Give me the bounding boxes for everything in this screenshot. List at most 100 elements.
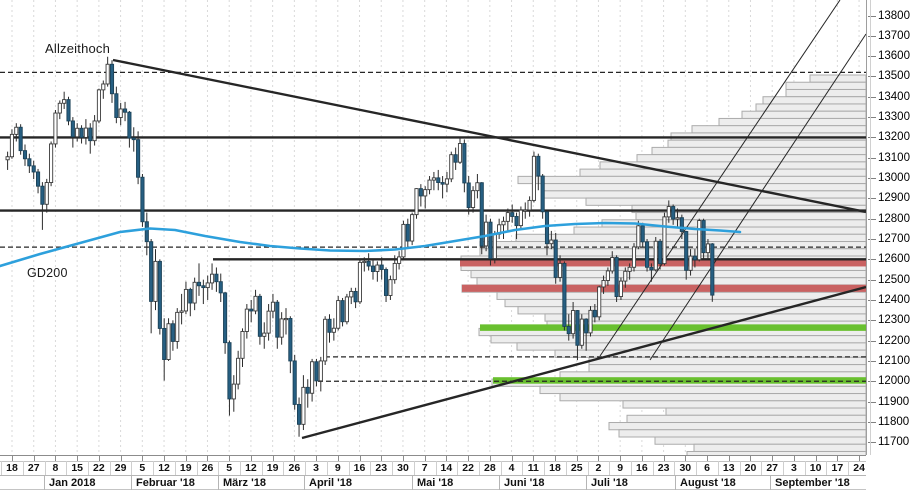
day-label: 18 (6, 462, 18, 474)
candlestick (201, 279, 206, 305)
price-tick-label: 11700 (878, 436, 910, 449)
profile-bar (686, 450, 866, 455)
day-label: 17 (831, 462, 844, 474)
month-label: September '18 (775, 477, 850, 489)
candlestick (257, 293, 262, 345)
candlestick (627, 263, 632, 280)
candlestick (444, 171, 450, 193)
day-label: 16 (636, 462, 648, 474)
date-tick (707, 455, 709, 461)
day-label: 10 (809, 462, 822, 474)
month-separator (586, 475, 587, 490)
day-separator (22, 461, 24, 475)
month-label: Jan 2018 (49, 477, 96, 489)
date-tick (55, 455, 57, 461)
candlestick (505, 208, 510, 231)
price-tick (868, 442, 876, 444)
day-label: 4 (508, 462, 515, 474)
day-separator (674, 461, 676, 475)
candlestick (66, 96, 71, 126)
candlestick (175, 308, 180, 349)
price-tick-label: 12600 (878, 253, 910, 266)
candlestick (292, 354, 297, 410)
profile-bar (618, 429, 866, 438)
day-separator (544, 461, 546, 475)
candlestick (410, 212, 415, 246)
candlestick (375, 261, 380, 282)
day-separator (761, 461, 763, 475)
price-tick (868, 401, 876, 403)
day-label: 5 (226, 462, 233, 474)
candlestick (231, 375, 236, 412)
profile-bar (718, 117, 866, 127)
candlestick (575, 310, 580, 361)
price-tick (868, 15, 876, 17)
profile-bar (654, 436, 866, 445)
candlestick (183, 281, 189, 315)
candlestick (140, 173, 145, 227)
candlestick (501, 216, 506, 240)
price-tick-label: 12000 (878, 375, 910, 388)
day-separator (261, 461, 263, 475)
day-label: 6 (704, 462, 710, 474)
candlestick (357, 259, 363, 305)
profile-bar (588, 364, 866, 373)
candlestick (436, 169, 441, 191)
price-tick (868, 35, 876, 37)
price-tick (868, 198, 876, 200)
day-label: 12 (158, 462, 170, 474)
day-separator (804, 461, 806, 475)
candlestick (88, 123, 93, 154)
day-separator (392, 461, 394, 475)
candlestick (675, 208, 680, 227)
date-tick (815, 455, 817, 461)
candlestick (614, 255, 619, 303)
day-separator (370, 461, 372, 475)
day-separator (739, 461, 741, 475)
candlestick (710, 243, 715, 302)
candlestick (392, 255, 397, 284)
date-tick (793, 455, 795, 461)
candlestick (488, 218, 493, 266)
month-separator (499, 475, 500, 490)
profile-bar (517, 306, 866, 315)
date-tick (837, 455, 839, 461)
month-separator (412, 475, 413, 490)
candlestick (262, 322, 267, 349)
price-tick-label: 12300 (878, 314, 910, 327)
date-tick (185, 455, 187, 461)
candlestick (514, 212, 519, 240)
profile-bar (479, 248, 866, 257)
date-tick (33, 455, 35, 461)
candlestick (649, 263, 654, 282)
date-tick (402, 455, 404, 461)
date-tick (424, 455, 426, 461)
candlestick (588, 306, 593, 337)
date-axis: 18 27 8 15 22 29 5 12 19 26 5 12 19 26 3 9 16 23 30 7 14 22 28… (0, 455, 920, 490)
candlestick (523, 202, 528, 219)
date-tick (533, 455, 535, 461)
day-separator (131, 461, 133, 475)
plot-area[interactable] (0, 0, 866, 455)
month-label: Mai '18 (417, 477, 454, 489)
price-tick (868, 259, 876, 261)
price-tick-label: 12500 (878, 273, 910, 286)
candlestick (136, 131, 141, 185)
profile-bar (515, 233, 866, 243)
candlestick (288, 316, 293, 374)
day-label: 15 (71, 462, 83, 474)
date-tick (446, 455, 448, 461)
month-separator (304, 475, 305, 490)
candlestick (179, 293, 184, 325)
day-separator (305, 461, 307, 475)
candlestick (653, 236, 658, 272)
day-label: 18 (549, 462, 561, 474)
day-label: 7 (421, 462, 428, 474)
candlestick (497, 218, 502, 240)
candlestick (70, 117, 75, 148)
candlestick (266, 304, 271, 341)
profile-bar (691, 125, 866, 134)
day-label: 24 (853, 462, 865, 474)
day-separator (196, 461, 198, 475)
